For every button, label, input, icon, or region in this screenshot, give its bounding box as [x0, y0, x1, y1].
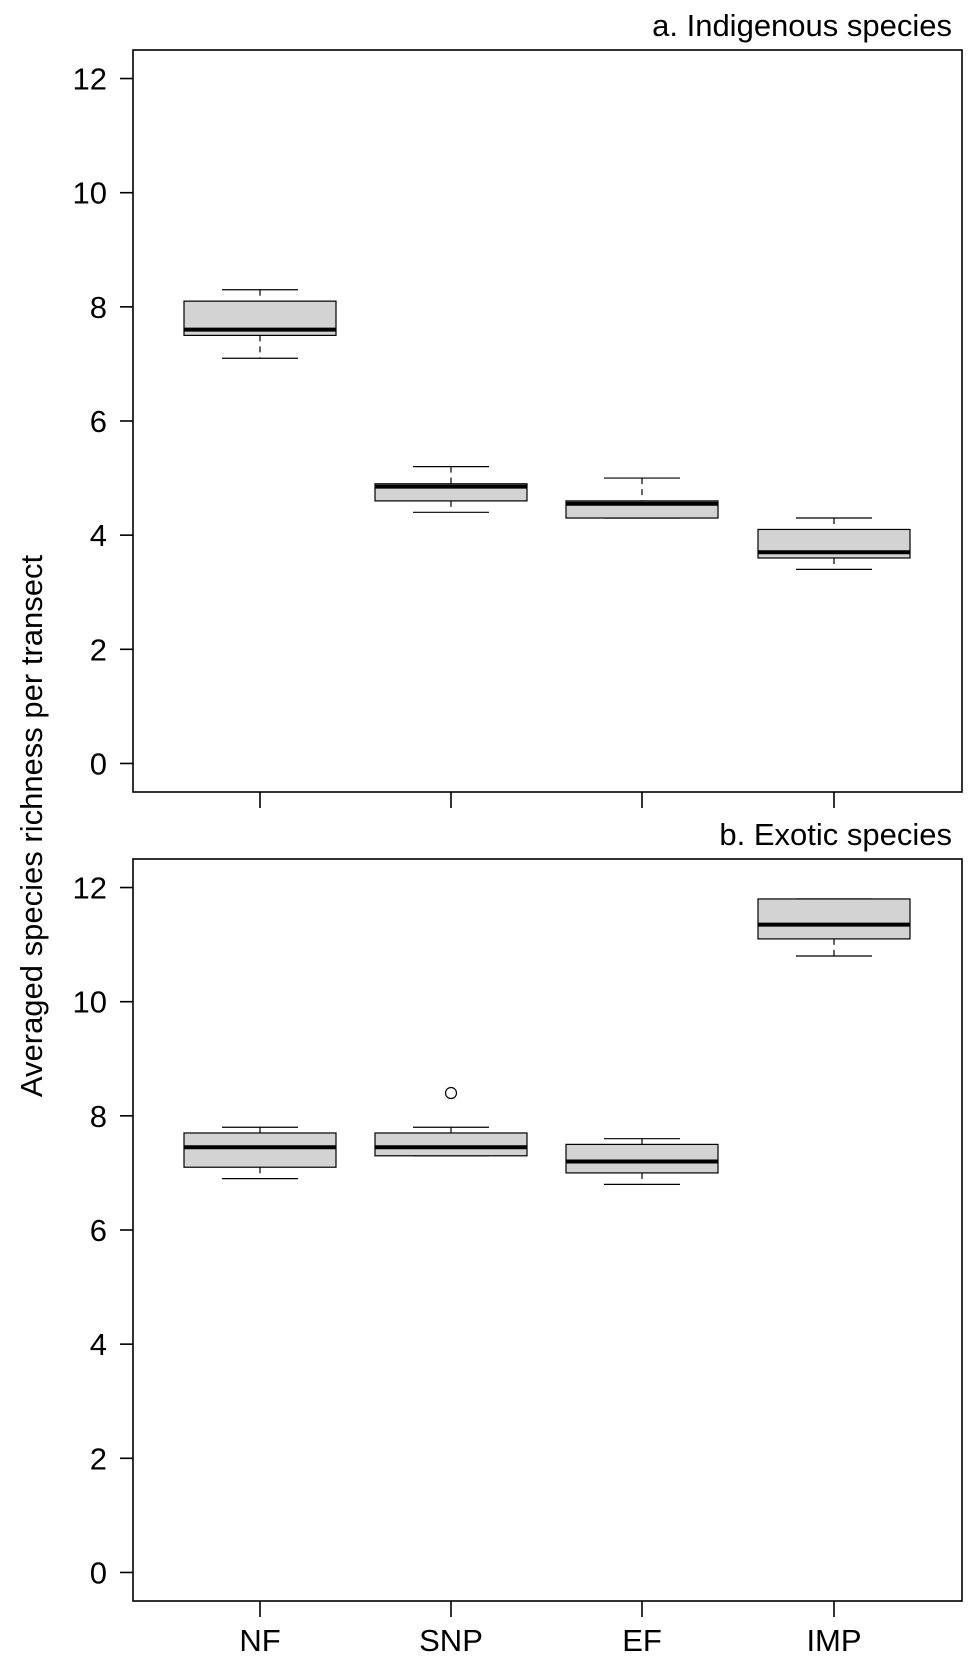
iqr-box: [374, 1132, 528, 1157]
panel-a: a. Indigenous species 0 2 4 6 8 10 12: [73, 8, 963, 808]
iqr-box: [183, 1132, 337, 1168]
y-tick-label: 8: [90, 1099, 107, 1134]
y-axis-label: Averaged species richness per transect: [14, 555, 49, 1098]
x-tick-label: NF: [239, 1623, 280, 1658]
y-tick-label: 10: [73, 176, 107, 211]
y-tick-label: 12: [73, 62, 107, 97]
x-tick-label: IMP: [806, 1623, 861, 1658]
y-tick-label: 6: [90, 1213, 107, 1248]
plot-frame: [132, 49, 963, 793]
box-snp: [374, 466, 528, 513]
outlier-point: [444, 1086, 458, 1100]
y-tick-label: 8: [90, 290, 107, 325]
x-tick-label: EF: [622, 1623, 662, 1658]
iqr-box: [757, 898, 911, 940]
box-nf: [183, 1126, 337, 1180]
plot-frame: [132, 858, 963, 1602]
y-tick-label: 2: [90, 632, 107, 667]
y-tick-label: 0: [90, 746, 107, 781]
y-tick-label: 10: [73, 985, 107, 1020]
panel-title: b. Exotic species: [719, 817, 952, 852]
box-nf: [183, 289, 337, 359]
panel-title: a. Indigenous species: [652, 8, 952, 43]
y-tick-label: 2: [90, 1441, 107, 1476]
panel-b: b. Exotic species 0 2 4 6 8 10 12 NF SNP EF IMP: [73, 817, 963, 1658]
y-tick-label: 6: [90, 404, 107, 439]
box-ef: [565, 1138, 719, 1185]
y-tick-label: 12: [73, 871, 107, 906]
x-tick-label: SNP: [419, 1623, 483, 1658]
box-ef: [565, 477, 719, 519]
y-tick-label: 4: [90, 518, 107, 553]
y-tick-label: 0: [90, 1555, 107, 1590]
box-imp: [757, 517, 911, 571]
iqr-box: [565, 1143, 719, 1174]
box-imp: [757, 898, 911, 957]
y-tick-label: 4: [90, 1327, 107, 1362]
box-snp: [374, 1086, 528, 1157]
